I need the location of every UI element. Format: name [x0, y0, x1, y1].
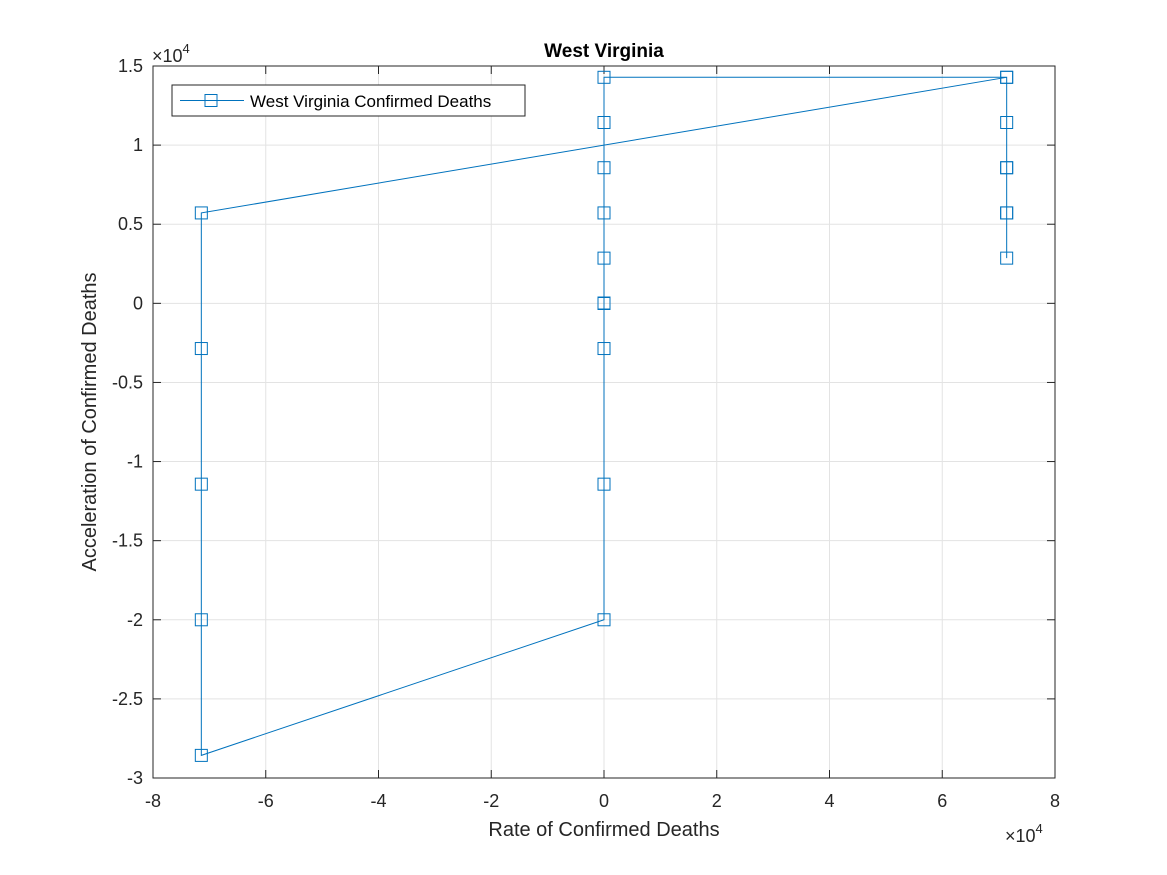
legend-entry-label: West Virginia Confirmed Deaths — [250, 92, 491, 111]
data-point-square-marker — [1000, 70, 1014, 84]
axis-ticks: -8 -6 -4 -2 0 2 4 6 8 -3 -2.5 -2 -1.5 -1 -0.5 0 0.5 1 1.5 — [112, 56, 1060, 811]
x-tick-label: -4 — [370, 791, 386, 811]
data-point-square-marker — [597, 477, 611, 491]
data-point-square-marker — [194, 206, 208, 220]
y-tick-label: 0.5 — [118, 214, 143, 234]
data-point-square-marker — [597, 206, 611, 220]
y-tick-label: 0 — [133, 293, 143, 313]
data-point-square-marker — [597, 296, 611, 310]
y-tick-label: -3 — [127, 768, 143, 788]
y-tick-label: -2 — [127, 610, 143, 630]
y-tick-label: -1 — [127, 452, 143, 472]
y-tick-label: -1.5 — [112, 531, 143, 551]
svg-text:×104: ×104 — [1005, 821, 1043, 846]
svg-text:×104: ×104 — [152, 41, 190, 66]
y-tick-label: 1 — [133, 135, 143, 155]
x-tick-label: -2 — [483, 791, 499, 811]
x-axis-label: Rate of Confirmed Deaths — [488, 819, 719, 841]
y-axis-label: Acceleration of Confirmed Deaths — [79, 272, 101, 571]
data-point-square-marker — [1000, 116, 1014, 130]
legend[interactable]: West Virginia Confirmed Deaths — [171, 84, 526, 117]
legend-marker-square-icon — [204, 94, 218, 107]
data-point-square-marker — [597, 161, 611, 175]
data-point-square-marker — [1000, 251, 1014, 265]
x-tick-label: 2 — [712, 791, 722, 811]
data-point-square-marker — [597, 613, 611, 627]
x-tick-label: 4 — [824, 791, 834, 811]
data-point-square-marker — [194, 477, 208, 491]
data-point-square-marker — [1000, 206, 1014, 220]
x-tick-label: 6 — [937, 791, 947, 811]
chart-title: West Virginia — [544, 41, 664, 62]
data-point-square-marker — [597, 70, 611, 84]
data-point-square-marker — [194, 613, 208, 627]
y-tick-label: -0.5 — [112, 372, 143, 392]
x-axis-multiplier: ×104 — [1005, 821, 1043, 846]
x-tick-label: -8 — [145, 791, 161, 811]
x-tick-label: 8 — [1050, 791, 1060, 811]
data-point-square-marker — [194, 342, 208, 356]
x-tick-label: 0 — [599, 791, 609, 811]
y-tick-label: 1.5 — [118, 56, 143, 76]
series-line — [200, 76, 1008, 757]
data-series — [194, 70, 1014, 762]
y-axis-multiplier: ×104 — [152, 41, 190, 66]
data-point-square-marker — [597, 342, 611, 356]
data-point-square-marker — [194, 748, 208, 762]
y-tick-label: -2.5 — [112, 689, 143, 709]
data-point-square-marker — [597, 251, 611, 265]
x-tick-label: -6 — [258, 791, 274, 811]
data-point-square-marker — [597, 116, 611, 130]
data-point-square-marker — [1000, 161, 1014, 175]
